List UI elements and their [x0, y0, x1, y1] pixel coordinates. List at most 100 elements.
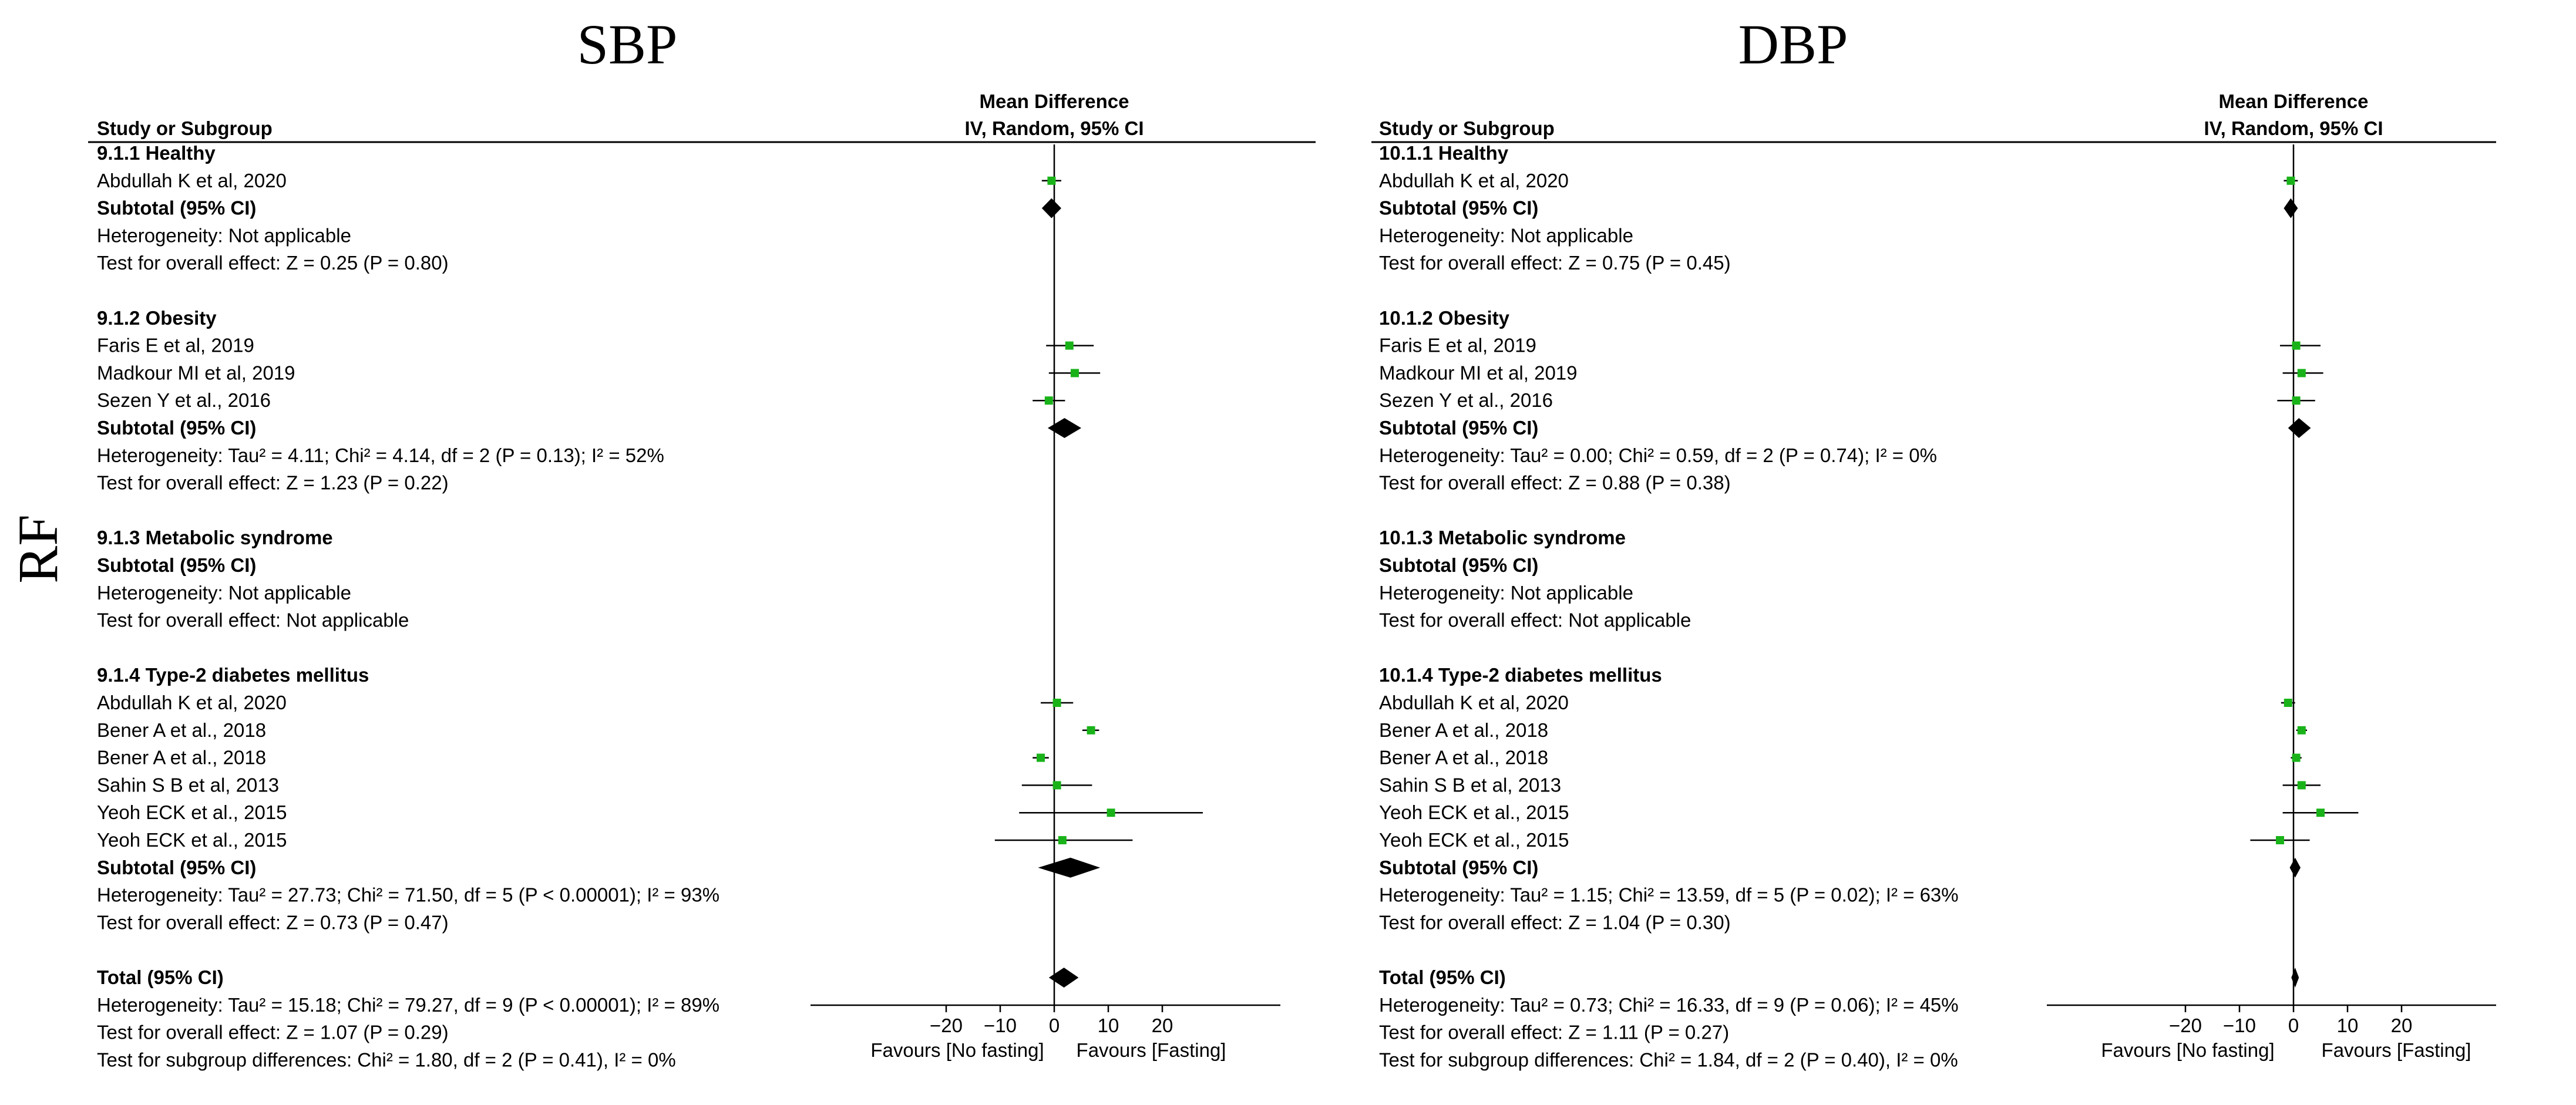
study-label: Yeoh ECK et al., 2015	[1379, 801, 1569, 823]
x-axis-tick-label: 0	[1049, 1015, 1060, 1036]
study-point-estimate	[2297, 781, 2306, 790]
study-label: Bener A et al., 2018	[1379, 719, 1548, 741]
study-label: Bener A et al., 2018	[97, 747, 266, 769]
statistics-note: Test for overall effect: Not applicable	[1379, 609, 1691, 631]
study-point-estimate	[2286, 176, 2295, 185]
subgroup-header: 10.1.1 Healthy	[1379, 142, 1509, 164]
study-point-estimate	[2316, 808, 2325, 817]
subtotal-diamond	[2288, 418, 2311, 438]
x-axis-tick-label: 10	[1098, 1015, 1119, 1036]
column-header-study: Study or Subgroup	[1379, 117, 1555, 139]
subtotal-label: Subtotal (95% CI)	[97, 417, 256, 439]
rf-row-label: RF	[6, 514, 69, 583]
x-axis-tick-label: 0	[2288, 1015, 2299, 1036]
statistics-note: Heterogeneity: Tau² = 27.73; Chi² = 71.5…	[97, 884, 719, 906]
study-point-estimate	[2297, 369, 2306, 378]
subgroup-header: 9.1.3 Metabolic syndrome	[97, 527, 333, 548]
study-label: Yeoh ECK et al., 2015	[1379, 829, 1569, 851]
study-point-estimate	[1052, 699, 1061, 707]
x-axis-tick-label: −10	[2223, 1015, 2256, 1036]
statistics-note: Test for overall effect: Z = 1.07 (P = 0…	[97, 1022, 449, 1043]
study-label: Abdullah K et al, 2020	[1379, 692, 1569, 713]
x-axis-tick-label: 20	[1152, 1015, 1173, 1036]
column-header-md-title: Mean Difference	[2219, 90, 2369, 112]
x-axis-tick-label: −20	[2169, 1015, 2202, 1036]
statistics-note: Heterogeneity: Tau² = 4.11; Chi² = 4.14,…	[97, 444, 664, 466]
statistics-note: Test for overall effect: Z = 0.75 (P = 0…	[1379, 252, 1731, 274]
total-label: Total (95% CI)	[97, 966, 224, 988]
study-label: Madkour MI et al, 2019	[97, 362, 295, 383]
study-point-estimate	[2292, 396, 2301, 405]
subtotal-label: Subtotal (95% CI)	[97, 197, 256, 219]
study-point-estimate	[2276, 836, 2284, 844]
statistics-note: Heterogeneity: Not applicable	[97, 224, 351, 246]
subtotal-diamond	[1038, 857, 1101, 878]
study-point-estimate	[1037, 753, 1045, 762]
subgroup-header: 9.1.2 Obesity	[97, 307, 217, 329]
statistics-note: Test for overall effect: Not applicable	[97, 609, 409, 631]
statistics-note: Heterogeneity: Not applicable	[97, 582, 351, 604]
subgroup-header: 10.1.4 Type-2 diabetes mellitus	[1379, 664, 1662, 686]
subtotal-diamond	[1041, 198, 1061, 218]
statistics-note: Heterogeneity: Tau² = 0.00; Chi² = 0.59,…	[1379, 444, 1937, 466]
study-label: Madkour MI et al, 2019	[1379, 362, 1578, 383]
dbp-panel-title: DBP	[1738, 13, 1848, 76]
column-header-md-method: IV, Random, 95% CI	[964, 117, 1144, 139]
total-diamond	[1048, 968, 1079, 988]
subgroup-header: 9.1.1 Healthy	[97, 142, 216, 164]
statistics-note: Test for subgroup differences: Chi² = 1.…	[1379, 1049, 1958, 1070]
subtotal-label: Subtotal (95% CI)	[1379, 857, 1538, 878]
column-header-study: Study or Subgroup	[97, 117, 273, 139]
subtotal-label: Subtotal (95% CI)	[1379, 554, 1538, 576]
subgroup-header: 10.1.2 Obesity	[1379, 307, 1510, 329]
subgroup-header: 10.1.3 Metabolic syndrome	[1379, 527, 1626, 548]
study-point-estimate	[2292, 753, 2301, 762]
subtotal-diamond	[2284, 198, 2298, 218]
subtotal-label: Subtotal (95% CI)	[97, 857, 256, 878]
study-label: Sezen Y et al., 2016	[1379, 389, 1553, 411]
study-label: Bener A et al., 2018	[97, 719, 266, 741]
study-label: Abdullah K et al, 2020	[1379, 170, 1569, 191]
column-header-md-method: IV, Random, 95% CI	[2204, 117, 2383, 139]
subtotal-diamond	[2289, 857, 2301, 878]
study-label: Faris E et al, 2019	[97, 335, 254, 356]
subgroup-header: 9.1.4 Type-2 diabetes mellitus	[97, 664, 369, 686]
subtotal-label: Subtotal (95% CI)	[1379, 197, 1538, 219]
total-label: Total (95% CI)	[1379, 966, 1506, 988]
statistics-note: Test for overall effect: Z = 1.04 (P = 0…	[1379, 911, 1731, 933]
study-point-estimate	[1070, 369, 1079, 378]
study-point-estimate	[1044, 396, 1053, 405]
statistics-note: Test for subgroup differences: Chi² = 1.…	[97, 1049, 676, 1070]
statistics-note: Heterogeneity: Not applicable	[1379, 224, 1633, 246]
total-diamond	[2291, 968, 2299, 988]
x-axis-tick-label: 20	[2391, 1015, 2413, 1036]
statistics-note: Heterogeneity: Tau² = 0.73; Chi² = 16.33…	[1379, 994, 1959, 1016]
study-label: Bener A et al., 2018	[1379, 747, 1548, 769]
statistics-note: Heterogeneity: Tau² = 1.15; Chi² = 13.59…	[1379, 884, 1959, 906]
statistics-note: Test for overall effect: Z = 1.11 (P = 0…	[1379, 1022, 1729, 1043]
study-point-estimate	[1058, 836, 1067, 844]
statistics-note: Heterogeneity: Tau² = 15.18; Chi² = 79.2…	[97, 994, 719, 1016]
study-label: Sezen Y et al., 2016	[97, 389, 271, 411]
study-label: Abdullah K et al, 2020	[97, 692, 287, 713]
study-label: Yeoh ECK et al., 2015	[97, 829, 287, 851]
study-point-estimate	[2284, 699, 2292, 707]
study-point-estimate	[1047, 176, 1056, 185]
x-axis-tick-label: 10	[2337, 1015, 2359, 1036]
favours-left-label: Favours [No fasting]	[870, 1039, 1044, 1061]
study-label: Yeoh ECK et al., 2015	[97, 801, 287, 823]
subtotal-diamond	[1047, 418, 1081, 438]
study-point-estimate	[1107, 808, 1115, 817]
statistics-note: Test for overall effect: Z = 0.25 (P = 0…	[97, 252, 449, 274]
x-axis-tick-label: −20	[930, 1015, 963, 1036]
study-label: Sahin S B et al, 2013	[1379, 774, 1561, 796]
statistics-note: Test for overall effect: Z = 0.88 (P = 0…	[1379, 472, 1731, 494]
sbp-panel-title: SBP	[577, 13, 678, 76]
study-label: Faris E et al, 2019	[1379, 335, 1536, 356]
statistics-note: Heterogeneity: Not applicable	[1379, 582, 1633, 604]
study-label: Sahin S B et al, 2013	[97, 774, 279, 796]
study-point-estimate	[2292, 341, 2301, 350]
favours-right-label: Favours [Fasting]	[2322, 1039, 2471, 1061]
favours-right-label: Favours [Fasting]	[1077, 1039, 1226, 1061]
